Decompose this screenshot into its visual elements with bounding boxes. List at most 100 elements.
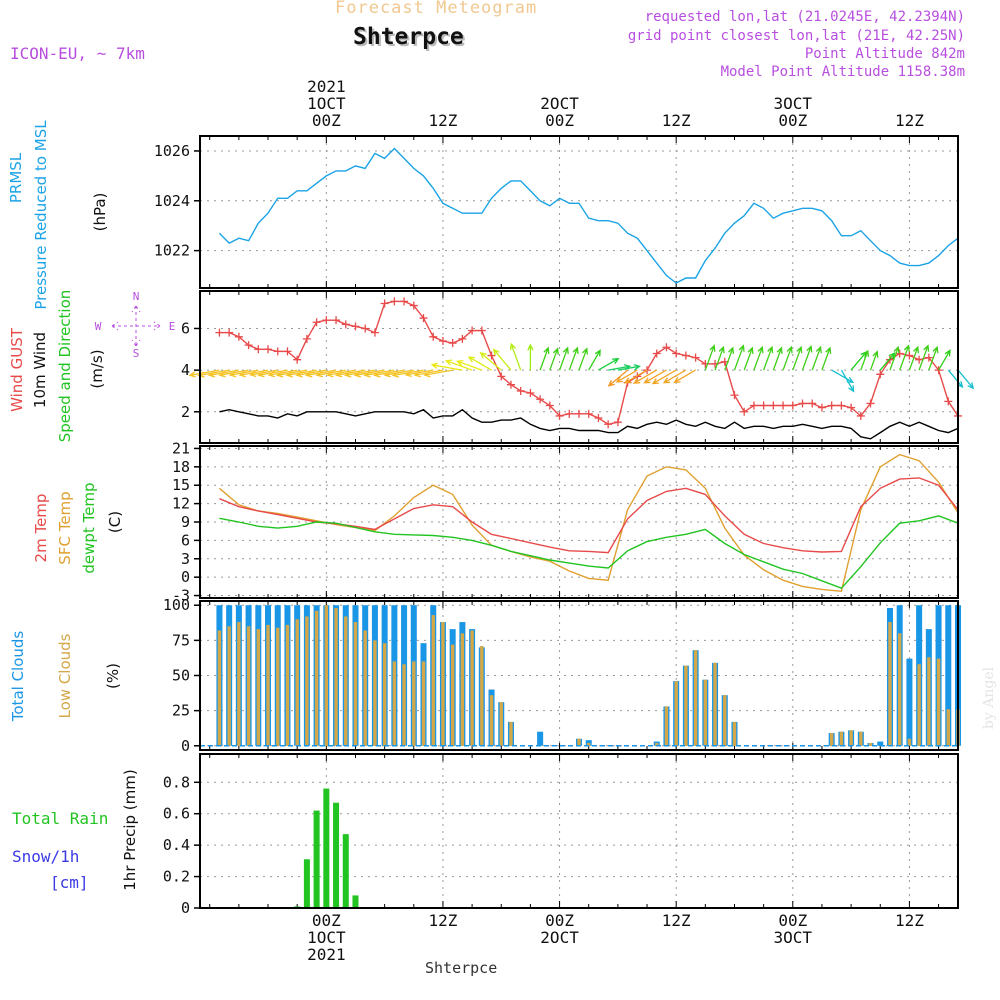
rain-bar <box>323 788 330 908</box>
panel-4: 0 25 50 75 100 <box>163 596 962 755</box>
wind-gust-marker <box>895 349 904 358</box>
wind-arrow <box>617 364 641 371</box>
low-cloud-bar <box>363 630 367 746</box>
wind-gust-marker <box>370 328 379 337</box>
low-cloud-bar <box>917 664 921 746</box>
wind-gust-marker <box>458 334 467 343</box>
wind-gust-marker <box>322 316 331 325</box>
wind-arrow <box>188 369 220 378</box>
low-cloud-bar <box>898 633 902 746</box>
panel-frame-4 <box>199 600 959 751</box>
rain-bar <box>352 895 359 908</box>
low-cloud-bar <box>266 624 270 746</box>
wind-gust-marker <box>856 411 865 420</box>
bottom-time-label: 12Z <box>895 911 924 930</box>
low-cloud-bar <box>509 721 513 746</box>
temp-sfc-line <box>218 453 959 593</box>
low-cloud-bar <box>285 624 290 746</box>
panel-frame-3 <box>199 445 959 599</box>
wind-arrow <box>492 348 512 371</box>
wind-gust-marker <box>613 418 622 427</box>
wind-arrow <box>275 369 308 378</box>
total-cloud-bar <box>877 741 884 746</box>
y-tick-label: 0.2 <box>163 868 190 886</box>
pressure-label: Pressure Reduced to MSL <box>32 120 50 310</box>
low-cloud-bar <box>217 630 222 746</box>
low-cloud-bar <box>431 615 435 746</box>
low-cloud-bar <box>256 629 260 746</box>
low-clouds-label: Low Clouds <box>56 633 74 718</box>
wind-arrow <box>404 369 434 378</box>
wind-gust-marker <box>361 324 370 333</box>
wind-arrow <box>782 345 793 371</box>
wind-arrow <box>267 369 298 378</box>
wind-arrow <box>479 351 502 371</box>
low-cloud-bar <box>577 738 581 746</box>
wind-gust-marker <box>302 334 311 343</box>
low-cloud-bar <box>907 738 912 746</box>
wind-gust-marker <box>293 355 302 364</box>
low-cloud-bar <box>859 731 863 746</box>
wind-arrow <box>918 344 930 371</box>
y-tick-label: 1022 <box>154 242 190 260</box>
low-cloud-bar <box>839 731 844 746</box>
low-cloud-bar <box>693 650 698 746</box>
wind-gust-marker <box>448 339 457 348</box>
total-clouds-label: Total Clouds <box>9 631 27 723</box>
page-title: Shterpce <box>353 24 464 50</box>
wind-gust-marker <box>817 403 826 412</box>
total-cloud-bar <box>537 731 544 746</box>
top-time-label: 3OCT <box>774 94 813 113</box>
wind-gust-marker <box>380 299 389 308</box>
low-cloud-bar <box>888 622 892 746</box>
low-cloud-bar <box>344 616 348 746</box>
y-tick-label: 0 <box>181 568 190 586</box>
wind-gust-marker <box>584 409 593 418</box>
wind-arrow <box>704 344 716 371</box>
y-tick-label: 9 <box>181 513 190 531</box>
wind-gust-marker <box>225 328 234 337</box>
top-time-label: 00Z <box>545 111 574 130</box>
low-cloud-bar <box>664 706 669 746</box>
wind-10m-line <box>219 408 959 440</box>
wind-gust-marker <box>944 397 953 406</box>
low-cloud-bar <box>227 626 231 746</box>
wind-gust-marker <box>730 391 739 400</box>
temp-unit-label: (C) <box>106 511 124 533</box>
wind-arrow <box>568 346 579 371</box>
low-cloud-bar <box>450 644 455 746</box>
wind-arrow <box>334 369 366 378</box>
wind-gust-marker <box>876 370 885 379</box>
wind-gust-marker <box>652 349 661 358</box>
wind-arrow <box>928 345 939 371</box>
wind-unit-label: (m/s) <box>88 349 106 388</box>
wind-arrow <box>343 369 376 378</box>
wind-gust-marker <box>273 347 282 356</box>
y-tick-label: 1024 <box>154 192 190 210</box>
wind-gust-marker <box>847 403 856 412</box>
wind-arrow <box>509 342 522 371</box>
wind-gust-marker <box>798 399 807 408</box>
wind-arrow <box>558 346 569 371</box>
wind-arrow <box>467 356 492 371</box>
wind-arrow <box>673 369 696 384</box>
wind-arrow <box>578 347 589 371</box>
low-cloud-bar <box>732 721 737 746</box>
y-tick-label: 25 <box>172 702 190 720</box>
wind-gust-marker <box>749 401 758 410</box>
wind-arrow <box>643 369 667 384</box>
wind-arrow <box>753 345 764 371</box>
bottom-time-label: 2OCT <box>540 928 579 947</box>
low-cloud-bar <box>946 709 950 746</box>
wind-arrow <box>249 369 278 378</box>
prmsl-line <box>218 147 959 284</box>
y-tick-label: 0.8 <box>163 773 190 791</box>
top-time-label: 12Z <box>662 111 691 130</box>
wind-10m-label: 10m Wind <box>31 332 49 408</box>
top-time-label: 12Z <box>895 111 924 130</box>
compass-e: E <box>169 320 176 333</box>
wind-arrow <box>908 345 920 371</box>
point-altitude: Point Altitude 842m <box>804 46 965 62</box>
panel-frame-2 <box>199 290 959 444</box>
wind-arrow <box>724 346 735 371</box>
